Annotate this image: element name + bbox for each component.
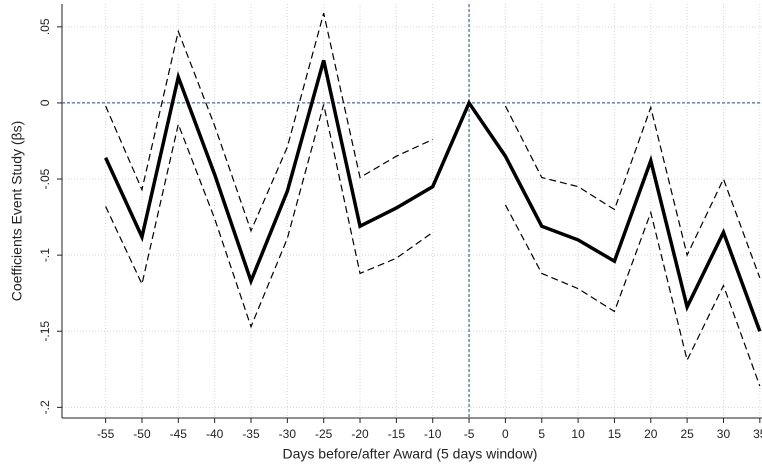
x-tick-label: 30	[717, 427, 731, 441]
x-tick-label: -5	[464, 427, 475, 441]
y-tick-label: -.2	[38, 400, 52, 414]
x-tick-label: -10	[424, 427, 442, 441]
x-tick-label: -45	[170, 427, 188, 441]
x-tick-label: 35	[753, 427, 762, 441]
x-tick-label: 10	[571, 427, 585, 441]
data-line	[104, 59, 762, 332]
data-line	[105, 104, 761, 387]
x-tick-label: -30	[279, 427, 297, 441]
data-line	[105, 12, 761, 279]
y-tick-label: .05	[38, 18, 52, 35]
y-tick-label: -.05	[38, 168, 52, 189]
x-tick-label: -55	[97, 427, 115, 441]
x-tick-label: -25	[315, 427, 333, 441]
y-tick-label: 0	[38, 99, 52, 106]
x-tick-label: -15	[388, 427, 406, 441]
x-tick-label: 5	[538, 427, 545, 441]
x-tick-label: -40	[206, 427, 224, 441]
x-tick-label: 0	[502, 427, 509, 441]
y-tick-label: -.15	[38, 321, 52, 342]
y-tick-label: -.1	[38, 248, 52, 262]
x-tick-label: -35	[242, 427, 260, 441]
x-tick-label: -50	[133, 427, 151, 441]
x-tick-label: 15	[608, 427, 622, 441]
y-axis-title: Coefficients Event Study (βs)	[9, 121, 25, 302]
x-tick-label: -20	[351, 427, 369, 441]
x-tick-label: 25	[680, 427, 694, 441]
x-axis-title: Days before/after Award (5 days window)	[283, 446, 538, 462]
x-tick-label: 20	[644, 427, 658, 441]
